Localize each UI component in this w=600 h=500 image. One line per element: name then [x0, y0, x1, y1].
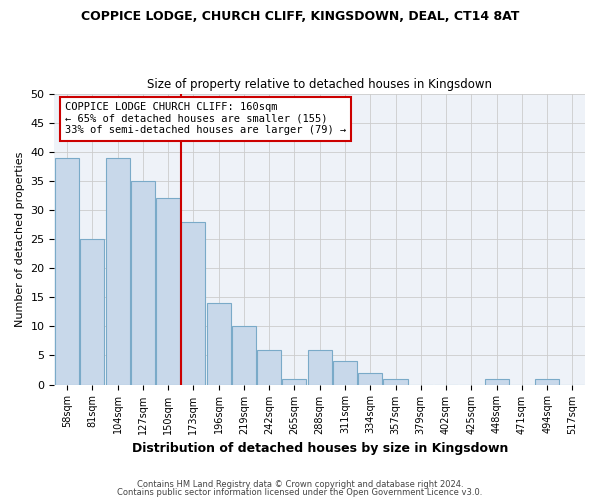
Bar	[206, 303, 230, 384]
Bar	[358, 373, 382, 384]
Title: Size of property relative to detached houses in Kingsdown: Size of property relative to detached ho…	[147, 78, 492, 91]
Bar	[131, 181, 155, 384]
Bar	[308, 350, 332, 384]
Bar	[485, 378, 509, 384]
Bar	[181, 222, 205, 384]
Bar	[383, 378, 407, 384]
Bar	[55, 158, 79, 384]
Bar	[257, 350, 281, 384]
Bar	[333, 362, 357, 384]
Bar	[80, 239, 104, 384]
Y-axis label: Number of detached properties: Number of detached properties	[15, 152, 25, 327]
Text: COPPICE LODGE CHURCH CLIFF: 160sqm
← 65% of detached houses are smaller (155)
33: COPPICE LODGE CHURCH CLIFF: 160sqm ← 65%…	[65, 102, 346, 136]
Bar	[232, 326, 256, 384]
Text: Contains HM Land Registry data © Crown copyright and database right 2024.: Contains HM Land Registry data © Crown c…	[137, 480, 463, 489]
Text: COPPICE LODGE, CHURCH CLIFF, KINGSDOWN, DEAL, CT14 8AT: COPPICE LODGE, CHURCH CLIFF, KINGSDOWN, …	[81, 10, 519, 23]
Bar	[106, 158, 130, 384]
Bar	[283, 378, 307, 384]
Bar	[156, 198, 180, 384]
X-axis label: Distribution of detached houses by size in Kingsdown: Distribution of detached houses by size …	[131, 442, 508, 455]
Text: Contains public sector information licensed under the Open Government Licence v3: Contains public sector information licen…	[118, 488, 482, 497]
Bar	[535, 378, 559, 384]
